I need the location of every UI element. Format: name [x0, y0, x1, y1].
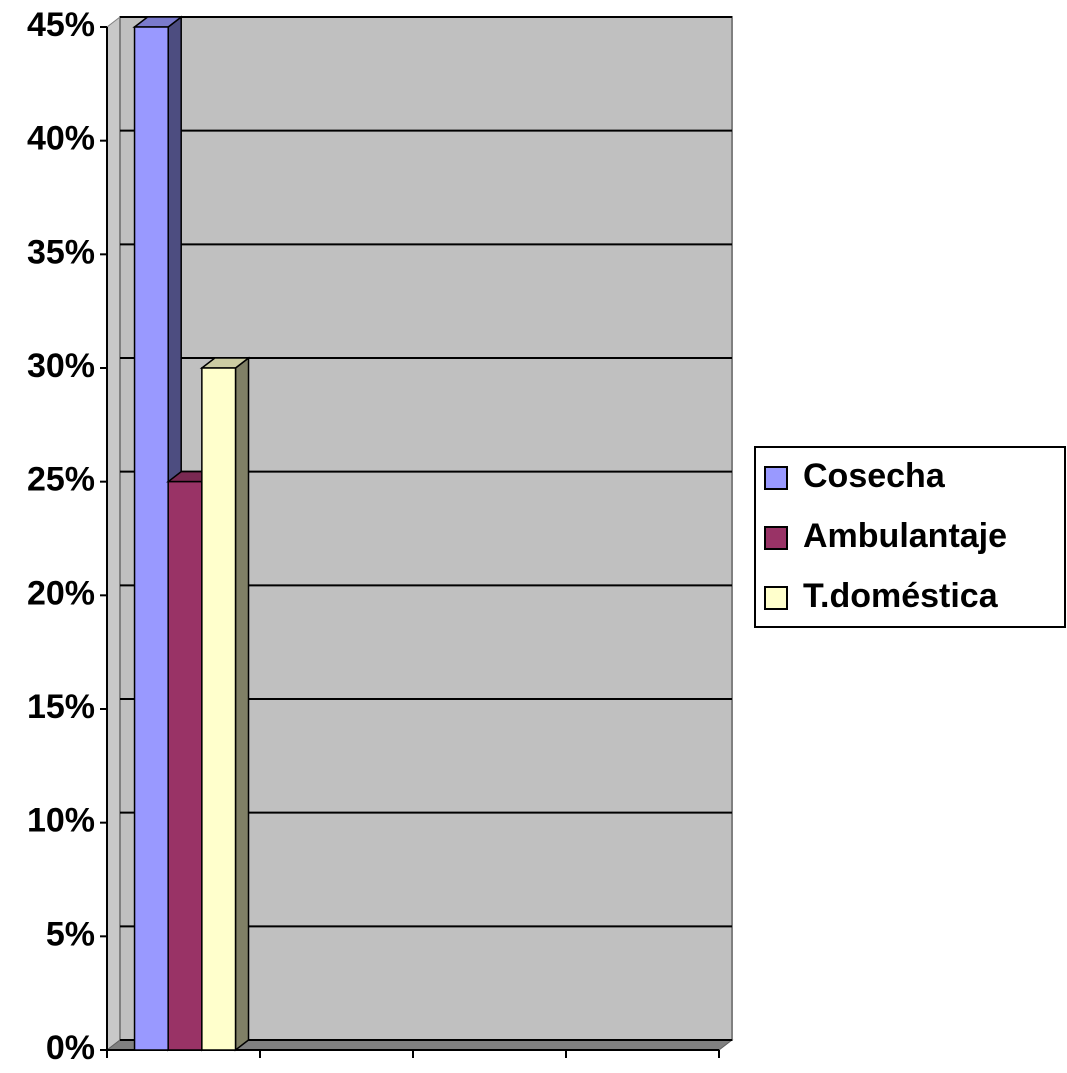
y-tick-label: 5%	[46, 915, 95, 953]
legend-box	[754, 446, 1066, 628]
legend-label: Ambulantaje	[803, 517, 1007, 555]
y-tick-label: 40%	[27, 120, 95, 158]
y-tick-label: 25%	[27, 461, 95, 499]
bar	[133, 26, 169, 1051]
side-wall	[106, 15, 121, 1052]
y-tick-label: 15%	[27, 688, 95, 726]
bar	[167, 480, 203, 1051]
legend-swatch	[764, 526, 788, 550]
y-tick-label: 10%	[27, 802, 95, 840]
y-tick-label: 35%	[27, 233, 95, 271]
y-tick-label: 20%	[27, 574, 95, 612]
bar-side	[234, 356, 250, 1052]
legend-label: T.doméstica	[803, 577, 999, 615]
y-tick-label: 30%	[27, 347, 95, 385]
legend-label: Cosecha	[803, 457, 946, 495]
y-tick-label: 45%	[27, 6, 95, 44]
legend-swatch	[764, 586, 788, 610]
y-tick-label: 0%	[46, 1029, 95, 1067]
legend-swatch	[764, 466, 788, 490]
bar	[201, 367, 237, 1051]
